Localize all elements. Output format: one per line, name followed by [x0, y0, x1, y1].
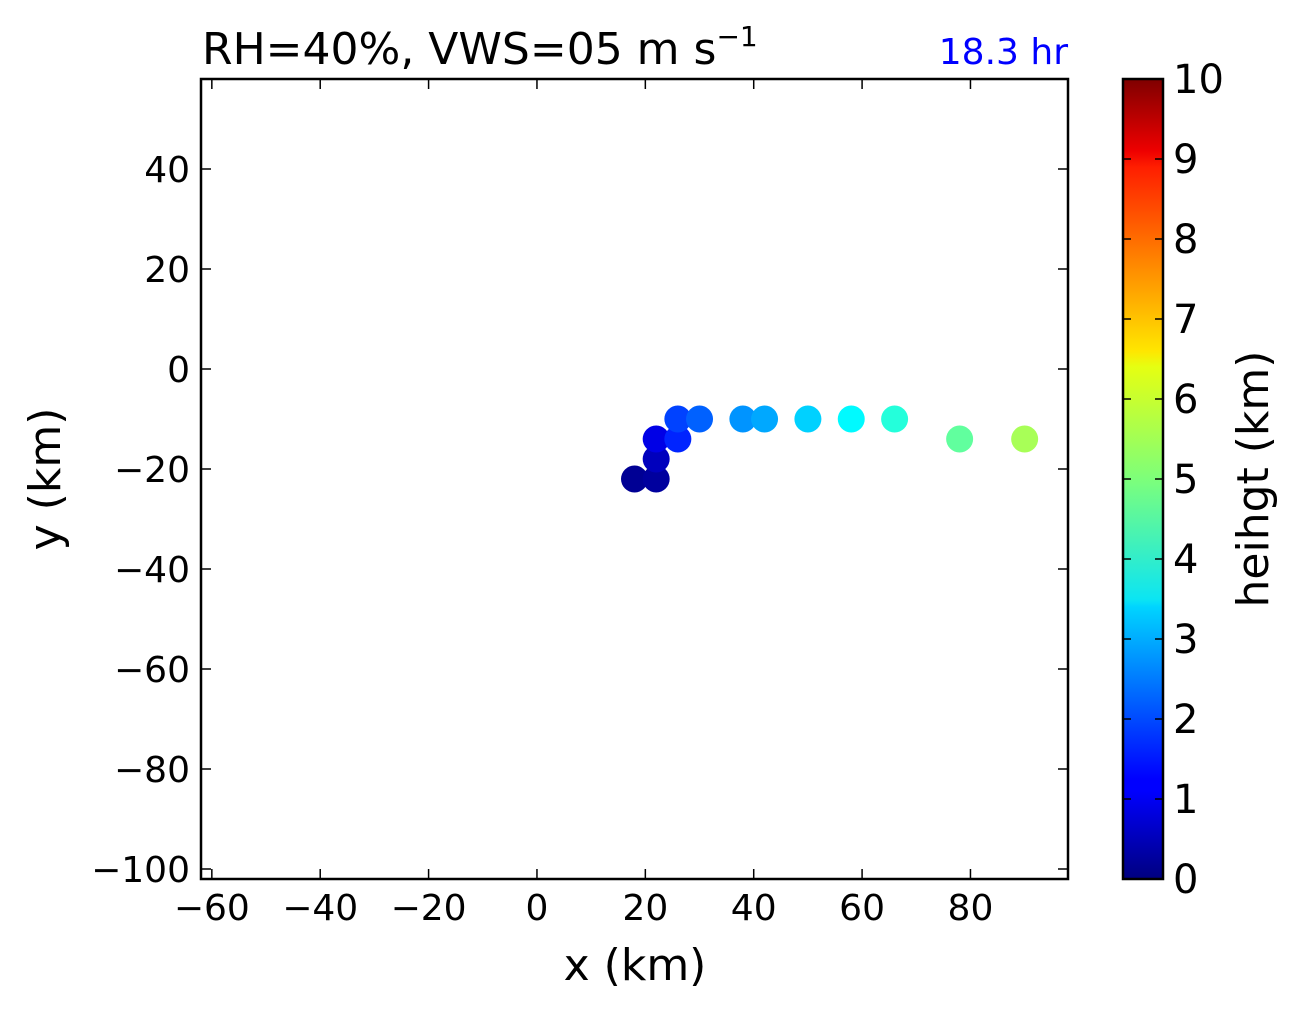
y-tick-label: −20 — [114, 450, 190, 491]
colorbar-tick-label: 10 — [1173, 57, 1224, 103]
y-tick-label: 20 — [144, 250, 190, 291]
x-tick-label: −20 — [391, 888, 467, 929]
scatter-point — [621, 465, 648, 493]
y-tick-label: 0 — [167, 350, 190, 391]
scatter-point — [642, 465, 670, 493]
y-tick-label: −40 — [114, 550, 190, 591]
scatter-point — [751, 405, 779, 433]
y-tick-label: −60 — [114, 650, 190, 691]
y-axis-label: y (km) — [20, 408, 71, 551]
colorbar-tick-label: 7 — [1173, 297, 1198, 343]
y-tick-label: −100 — [91, 850, 190, 891]
x-tick-label: −60 — [174, 888, 250, 929]
colorbar-tick-label: 3 — [1173, 617, 1198, 663]
chart-title: RH=40%, VWS=05 m s−1 — [202, 20, 758, 75]
x-tick-label: 0 — [526, 888, 549, 929]
colorbar-tick-label: 2 — [1173, 697, 1198, 743]
scatter-point — [664, 425, 692, 453]
colorbar-tick-label: 8 — [1173, 217, 1198, 263]
scatter-point — [686, 405, 714, 433]
colorbar-ticks: 0 1 2 3 4 5 6 7 8 9 10 — [1123, 57, 1224, 903]
colorbar-tick-label: 6 — [1173, 377, 1198, 423]
axis-ticks: −60 −40 −20 0 20 40 60 80 −100 −80 −60 −40 −20 0 20 40 — [91, 79, 1068, 929]
scatter-point — [729, 405, 757, 433]
colorbar-tick-label: 9 — [1173, 137, 1198, 183]
scatter-point — [664, 405, 692, 433]
x-axis-label: x (km) — [564, 940, 707, 991]
x-tick-label: 20 — [622, 888, 668, 929]
x-tick-label: 40 — [731, 888, 777, 929]
x-tick-label: 60 — [839, 888, 885, 929]
time-annotation: 18.3 hr — [939, 32, 1068, 73]
scatter-points — [621, 405, 1039, 493]
scatter-point — [881, 405, 909, 433]
colorbar-tick-label: 0 — [1173, 857, 1198, 903]
y-tick-label: −80 — [114, 750, 190, 791]
chart-title-text: RH=40%, VWS=05 m s — [202, 24, 716, 75]
y-tick-label: 40 — [144, 150, 190, 191]
plot-frame — [199, 77, 1070, 881]
colorbar-label: heihgt (km) — [1228, 351, 1279, 608]
x-tick-label: −40 — [282, 888, 358, 929]
colorbar-tick-label: 1 — [1173, 777, 1198, 823]
scatter-point — [837, 405, 865, 433]
chart-title-superscript: −1 — [716, 20, 757, 53]
colorbar-tick-label: 4 — [1173, 537, 1198, 583]
colorbar-tick-label: 5 — [1173, 457, 1198, 503]
scatter-point — [946, 425, 974, 453]
scatter-point — [642, 425, 670, 453]
scatter-point — [1011, 425, 1039, 453]
x-tick-label: 80 — [948, 888, 994, 929]
scatter-point — [794, 405, 822, 433]
scatter-point — [642, 445, 670, 473]
